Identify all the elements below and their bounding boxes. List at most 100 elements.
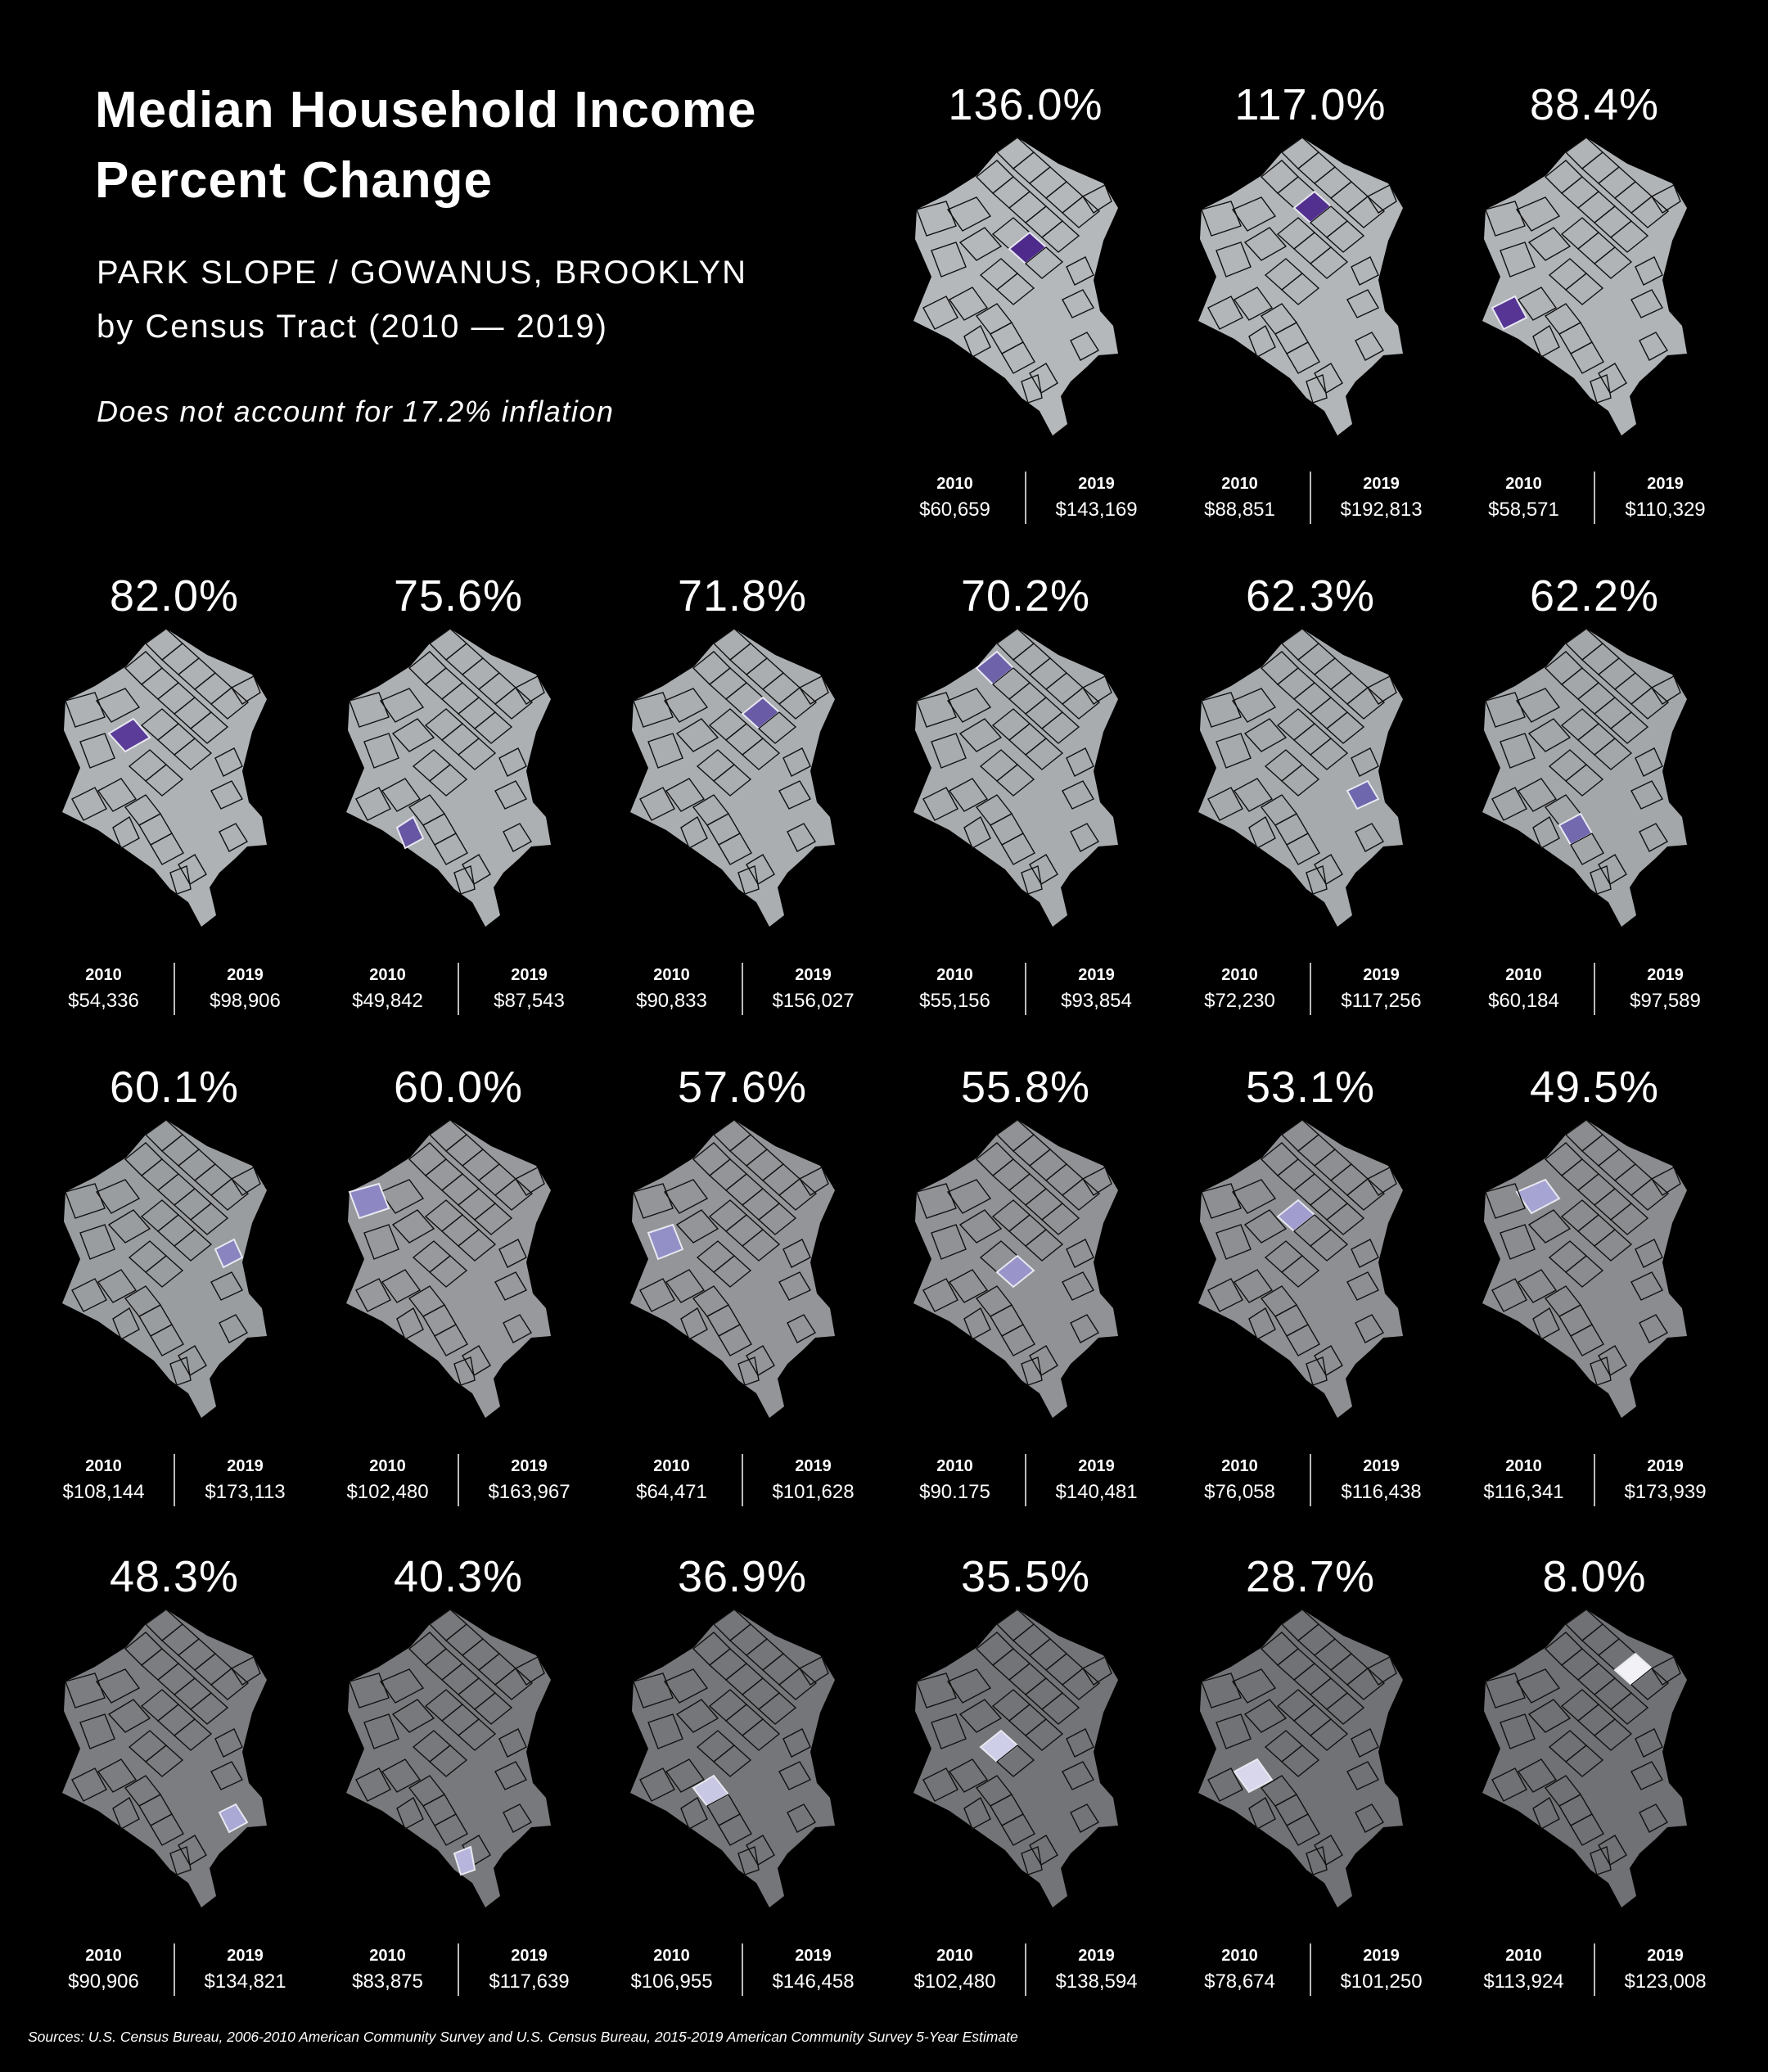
census-tract [1355, 1314, 1384, 1343]
tract-panel: 49.5% 2010 $116,341 2019 $173,939 [1453, 1063, 1736, 1521]
census-tract [219, 823, 248, 852]
income-2019: 2019 $173,113 [174, 1454, 316, 1506]
income-2010: 2010 $76,058 [1169, 1454, 1310, 1506]
census-tract [107, 1209, 151, 1244]
census-tract [1355, 823, 1384, 852]
census-tract [1286, 1813, 1320, 1846]
year-2019-label: 2019 [1647, 966, 1684, 984]
census-tract [1024, 738, 1064, 770]
census-tract [503, 1314, 532, 1343]
income-2019-value: $192,813 [1340, 499, 1423, 521]
tract-panel: 40.3% 2010 $83,875 2019 $117,639 [317, 1552, 600, 2011]
census-tract [783, 1728, 811, 1758]
tract-panel: 28.7% 2010 $78,674 2019 $101,250 [1169, 1552, 1452, 2011]
census-tract [1517, 287, 1558, 321]
census-tract [778, 1178, 818, 1211]
census-tract [503, 823, 532, 852]
census-tract [1243, 718, 1288, 752]
highlighted-tract [1515, 1178, 1561, 1215]
census-tract [1066, 1239, 1094, 1268]
neighborhood-outline [346, 1120, 551, 1418]
census-tract [498, 1239, 527, 1268]
census-tract [1630, 289, 1663, 318]
neighborhood-outline [1482, 629, 1687, 927]
percent-change: 55.8% [960, 1063, 1091, 1112]
census-tract [995, 1745, 1035, 1777]
census-tract [1346, 1668, 1386, 1700]
census-tract [1500, 733, 1536, 769]
census-tract [639, 1767, 675, 1802]
census-tract [210, 1668, 250, 1700]
census-tract [428, 764, 468, 797]
census-tract [1635, 256, 1663, 286]
income-2019-value: $163,967 [488, 1481, 571, 1503]
census-tract [931, 1713, 967, 1749]
year-2010-label: 2010 [653, 1947, 690, 1965]
census-tract [1280, 1255, 1320, 1288]
census-tract [381, 1758, 422, 1793]
census-tract [1564, 1745, 1604, 1777]
census-tract [210, 687, 250, 720]
income-2019-value: $117,256 [1341, 990, 1422, 1012]
census-tract [1231, 1179, 1277, 1214]
census-tract [144, 764, 184, 797]
sources-note: Sources: U.S. Census Bureau, 2006-2010 A… [28, 2029, 1018, 2045]
census-tract [65, 692, 106, 728]
neighborhood-outline [1198, 138, 1403, 436]
census-tract [787, 1314, 816, 1343]
census-tract [514, 1167, 545, 1196]
year-2010-label: 2010 [936, 1457, 973, 1475]
neighborhood-outline [1482, 1120, 1687, 1418]
year-2010-label: 2010 [936, 475, 973, 493]
census-tract [1314, 1835, 1343, 1866]
census-tract [778, 1761, 811, 1790]
income-2010: 2010 $55,156 [884, 963, 1026, 1015]
census-tract [457, 738, 497, 770]
neighborhood-outline [1198, 629, 1403, 927]
census-tract [1366, 184, 1397, 214]
income-values: 2010 $54,336 2019 $98,906 [33, 963, 316, 1025]
income-2010: 2010 $102,480 [317, 1454, 458, 1506]
income-values: 2010 $55,156 2019 $93,854 [884, 963, 1167, 1025]
census-tract [1527, 718, 1572, 752]
census-tract [1515, 1668, 1561, 1704]
census-tract [1570, 1813, 1604, 1846]
census-tract [1029, 854, 1058, 885]
census-tract [1532, 324, 1560, 358]
census-tract [958, 1699, 1003, 1733]
percent-change: 62.2% [1529, 571, 1660, 621]
census-tract [1081, 1656, 1112, 1686]
tract-panel: 62.2% 2010 $60,184 2019 $97,589 [1453, 571, 1736, 1030]
census-tract [503, 1803, 532, 1833]
census-tract [1593, 738, 1633, 770]
census-tract [178, 854, 207, 885]
income-2019: 2019 $134,821 [174, 1943, 316, 1996]
census-tract [741, 738, 781, 770]
highlighted-tract [218, 1803, 249, 1834]
percent-change: 70.2% [960, 571, 1091, 621]
income-values: 2010 $60,659 2019 $143,169 [884, 472, 1167, 534]
census-tract [1216, 1224, 1252, 1260]
income-values: 2010 $102,480 2019 $163,967 [317, 1454, 600, 1516]
census-tract [787, 1803, 816, 1833]
census-tract [1598, 854, 1627, 885]
census-tract [1201, 201, 1242, 237]
census-tract [1351, 256, 1379, 286]
income-2010-value: $90,906 [68, 1970, 139, 1993]
census-tract [1564, 764, 1604, 797]
census-tract [1286, 1324, 1320, 1357]
value-divider [1594, 1943, 1595, 1996]
census-tract [737, 865, 760, 895]
percent-change: 53.1% [1245, 1063, 1376, 1112]
census-tract [1286, 341, 1320, 374]
census-tract [1286, 833, 1320, 865]
census-tract [1306, 1846, 1328, 1876]
census-tract [1639, 823, 1668, 852]
census-tract [1001, 1324, 1035, 1357]
income-2019-value: $98,906 [210, 990, 281, 1012]
percent-change: 35.5% [960, 1552, 1091, 1601]
value-divider [1594, 472, 1595, 524]
census-tract [1325, 1203, 1365, 1235]
census-tract [1280, 764, 1320, 797]
neighborhood-map [913, 628, 1118, 927]
